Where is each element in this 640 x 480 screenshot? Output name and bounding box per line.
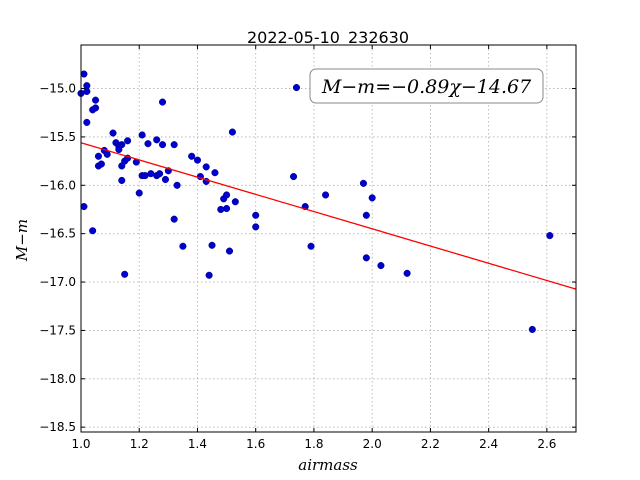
data-point	[546, 232, 554, 240]
data-point	[223, 191, 231, 199]
y-tick-labels: −15.0 −15.5 −16.0 −16.5 −17.0 −17.5 −18.0 −18.5	[39, 82, 76, 435]
x-tick-label: 2.0	[363, 437, 382, 451]
data-point	[205, 271, 213, 279]
data-point	[103, 150, 111, 158]
fit-line	[80, 142, 577, 290]
data-point	[89, 227, 97, 235]
y-tick-label: −18.5	[39, 420, 76, 434]
data-point	[362, 254, 370, 262]
data-point	[173, 181, 181, 189]
data-point	[92, 96, 100, 104]
y-tick-label: −16.0	[39, 178, 76, 192]
x-tick-label: 1.0	[71, 437, 90, 451]
data-point	[403, 269, 411, 277]
data-point	[208, 241, 216, 249]
x-tick-label: 2.4	[479, 437, 498, 451]
data-points	[77, 70, 554, 333]
data-point	[362, 211, 370, 219]
y-tick-label: −18.0	[39, 372, 76, 386]
plot-frame	[80, 44, 577, 433]
data-point	[225, 247, 234, 255]
data-point	[307, 242, 315, 250]
data-point	[118, 141, 126, 149]
data-point	[179, 242, 187, 250]
x-tick-label: 1.6	[246, 437, 265, 451]
data-point	[292, 84, 301, 92]
data-point	[144, 140, 152, 148]
y-tick-label: −17.5	[39, 323, 76, 337]
y-tick-label: −15.0	[39, 82, 76, 96]
data-point	[153, 136, 161, 144]
data-point	[83, 87, 91, 95]
y-tick-label: −17.0	[39, 275, 76, 289]
data-point	[170, 141, 178, 149]
data-point	[252, 211, 260, 219]
data-point	[368, 194, 376, 202]
data-point	[170, 215, 178, 223]
data-point	[202, 163, 210, 171]
x-tick-label: 2.2	[421, 437, 440, 451]
axis-ticks	[80, 45, 576, 432]
data-point	[223, 204, 231, 213]
x-tick-label: 1.2	[130, 437, 149, 451]
y-tick-label: −16.5	[39, 227, 76, 241]
x-axis-label: airmass	[298, 456, 358, 474]
data-point	[228, 128, 236, 136]
data-point	[161, 175, 169, 184]
data-point	[156, 170, 164, 178]
data-point	[124, 137, 132, 145]
data-point	[118, 176, 126, 184]
data-point	[252, 223, 260, 231]
data-point	[217, 205, 225, 214]
y-tick-label: −15.5	[39, 130, 76, 144]
fit-equation-annotation: M−m=−0.89χ−14.67	[321, 76, 532, 98]
data-point	[94, 152, 103, 160]
data-point	[89, 106, 97, 114]
data-point	[211, 169, 219, 177]
plot-area	[81, 45, 576, 432]
data-point	[231, 198, 239, 206]
data-point	[322, 191, 330, 199]
data-point	[138, 131, 146, 139]
x-tick-labels: 1.0 1.2 1.4 1.6 1.8 2.0 2.2 2.4 2.6	[71, 437, 556, 451]
x-tick-label: 1.8	[304, 437, 323, 451]
annotation-box	[309, 68, 544, 104]
data-point	[188, 152, 196, 160]
chart-title: 2022-05-10_232630	[247, 28, 409, 48]
data-point	[80, 203, 88, 211]
y-axis-label: M−m	[13, 219, 31, 262]
x-tick-label: 1.4	[188, 437, 207, 451]
data-point	[528, 325, 536, 333]
x-tick-label: 2.6	[537, 437, 556, 451]
data-point	[193, 156, 202, 164]
data-point	[109, 129, 117, 137]
data-point	[158, 141, 167, 149]
data-point	[290, 173, 298, 181]
data-point	[121, 270, 129, 278]
data-point	[135, 189, 143, 197]
data-point	[377, 262, 385, 270]
data-point	[83, 118, 91, 126]
data-point	[359, 179, 367, 187]
data-point	[80, 70, 88, 78]
data-point	[158, 98, 167, 106]
data-point	[97, 160, 105, 168]
